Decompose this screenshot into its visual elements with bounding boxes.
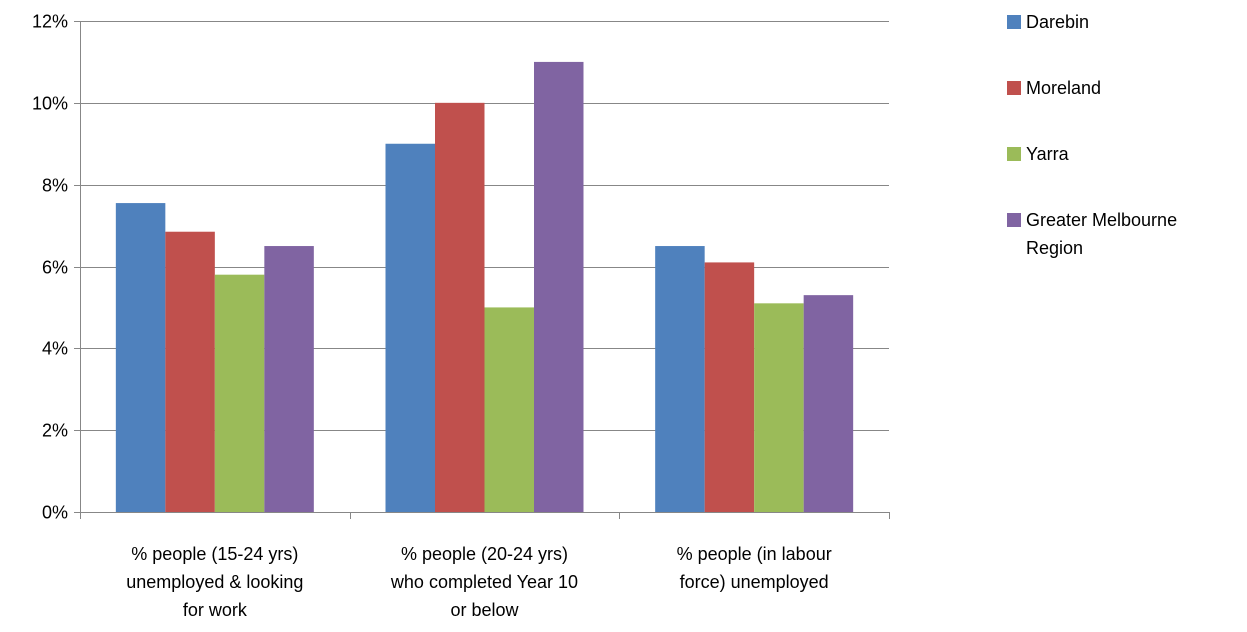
bar-yarra: [214, 274, 265, 512]
bar-darebin: [115, 203, 166, 512]
y-tick-label: 0%: [42, 503, 68, 523]
legend-label: Yarra: [1026, 144, 1070, 164]
y-tick-label: 8%: [42, 176, 68, 196]
y-tick-label: 12%: [32, 12, 68, 32]
legend-swatch: [1007, 147, 1021, 161]
bar-greater-melbourne-region: [534, 61, 584, 513]
bar-yarra: [754, 303, 804, 512]
legend-label: Moreland: [1026, 78, 1101, 98]
y-tick-label: 2%: [42, 421, 68, 441]
bar-moreland: [435, 102, 485, 512]
bars: [115, 61, 854, 513]
x-category-label: % people (in labour force) unemployed: [677, 544, 832, 592]
bar-moreland: [704, 262, 755, 512]
legend-swatch: [1007, 15, 1021, 29]
legend-label: Darebin: [1026, 12, 1089, 32]
bar-darebin: [655, 246, 705, 512]
legend: Darebin Moreland Yarra Greater Melbourne Reg…: [1007, 12, 1177, 258]
bar-greater-melbourne-region: [803, 295, 854, 512]
bar-darebin: [385, 143, 435, 512]
x-category-label: % people (15-24 yrs) unemployed & looking…: [126, 544, 303, 620]
legend-label: Greater Melbourne Region: [1026, 210, 1177, 258]
bar-moreland: [165, 231, 215, 513]
bar-yarra: [484, 307, 534, 512]
y-tick-label: 4%: [42, 339, 68, 359]
legend-swatch: [1007, 213, 1021, 227]
y-tick-label: 6%: [42, 258, 68, 278]
x-category-label: % people (20-24 yrs) who completed Year 1…: [390, 544, 578, 620]
tick-labels: 0% 2% 4% 6% 8% 10% 12% % people (15-24 yrs) unem…: [32, 12, 832, 621]
axes: [74, 21, 890, 519]
bar-greater-melbourne-region: [264, 246, 314, 512]
y-tick-label: 10%: [32, 94, 68, 114]
legend-swatch: [1007, 81, 1021, 95]
